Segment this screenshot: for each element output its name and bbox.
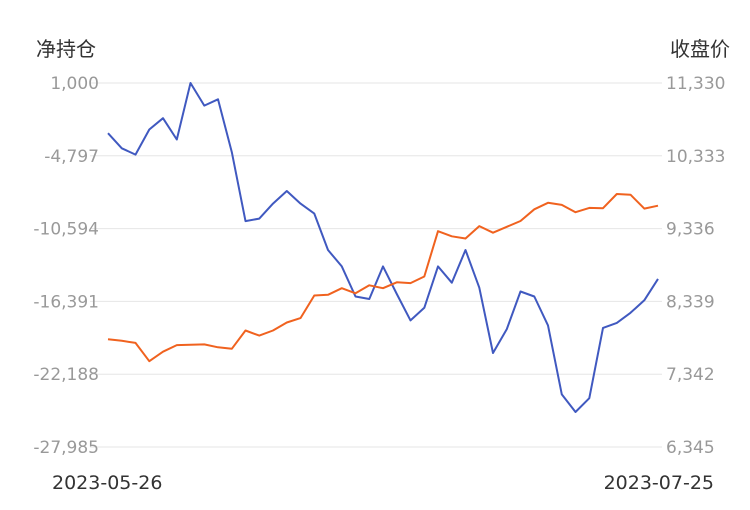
left-tick-label: -10,594: [33, 220, 99, 240]
close-price-line: [107, 193, 659, 363]
right-tick-label: 8,339: [666, 292, 715, 312]
right-tick-label: 6,345: [666, 438, 715, 458]
x-label-start: 2023-05-26: [52, 472, 162, 494]
series-lines: [107, 82, 659, 413]
left-tick-label: -22,188: [33, 365, 99, 385]
left-tick-label: 1,000: [50, 74, 99, 94]
right-tick-label: 11,330: [666, 74, 725, 94]
right-axis-title: 收盘价: [670, 37, 730, 61]
left-axis-title: 净持仓: [36, 37, 96, 61]
right-tick-label: 7,342: [666, 365, 715, 385]
x-label-end: 2023-07-25: [604, 472, 714, 494]
left-tick-label: -4,797: [44, 147, 99, 167]
axis-ticks: 1,000 11,330 -4,797 10,333 -10,594 9,336 -16,3…: [33, 74, 725, 458]
right-tick-label: 10,333: [666, 147, 725, 167]
left-tick-label: -27,985: [33, 438, 99, 458]
left-tick-label: -16,391: [33, 292, 99, 312]
grid-lines: [90, 82, 662, 448]
right-tick-label: 9,336: [666, 220, 715, 240]
net-position-line: [107, 82, 659, 413]
